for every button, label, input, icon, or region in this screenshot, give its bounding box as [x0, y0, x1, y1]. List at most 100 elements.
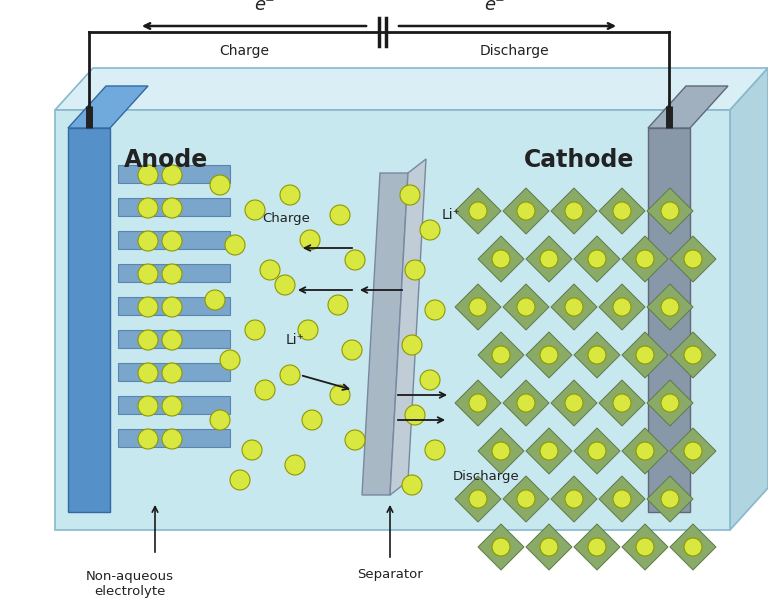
Polygon shape: [622, 236, 668, 282]
Circle shape: [245, 320, 265, 340]
Circle shape: [420, 220, 440, 240]
Polygon shape: [455, 476, 501, 522]
Circle shape: [540, 250, 558, 268]
Circle shape: [425, 440, 445, 460]
Circle shape: [285, 455, 305, 475]
Polygon shape: [648, 86, 728, 128]
Polygon shape: [118, 264, 230, 282]
Circle shape: [220, 350, 240, 370]
Circle shape: [162, 396, 182, 416]
Text: Li⁺: Li⁺: [442, 208, 461, 222]
Polygon shape: [599, 188, 645, 234]
Circle shape: [242, 440, 262, 460]
Circle shape: [469, 202, 487, 220]
Circle shape: [588, 538, 606, 556]
Circle shape: [300, 230, 320, 250]
Circle shape: [613, 394, 631, 412]
Circle shape: [302, 410, 322, 430]
Circle shape: [517, 298, 535, 316]
Polygon shape: [647, 188, 693, 234]
Circle shape: [661, 298, 679, 316]
Circle shape: [540, 346, 558, 364]
Circle shape: [517, 202, 535, 220]
Polygon shape: [118, 330, 230, 348]
Text: Discharge: Discharge: [453, 470, 520, 483]
Polygon shape: [118, 363, 230, 381]
Polygon shape: [551, 476, 597, 522]
Polygon shape: [455, 284, 501, 330]
Circle shape: [210, 410, 230, 430]
Circle shape: [162, 165, 182, 185]
Text: Charge: Charge: [219, 44, 269, 58]
Polygon shape: [526, 428, 572, 474]
Circle shape: [230, 470, 250, 490]
Polygon shape: [362, 173, 408, 495]
Text: Charge: Charge: [262, 212, 310, 225]
Polygon shape: [551, 380, 597, 426]
Circle shape: [565, 394, 583, 412]
Circle shape: [162, 264, 182, 284]
Circle shape: [540, 442, 558, 460]
Circle shape: [588, 346, 606, 364]
Circle shape: [405, 260, 425, 280]
Polygon shape: [118, 198, 230, 216]
Polygon shape: [574, 428, 620, 474]
Polygon shape: [55, 68, 768, 110]
Polygon shape: [118, 396, 230, 414]
Circle shape: [138, 297, 158, 317]
Circle shape: [162, 429, 182, 449]
Circle shape: [210, 175, 230, 195]
Circle shape: [138, 198, 158, 218]
Circle shape: [469, 298, 487, 316]
Circle shape: [613, 202, 631, 220]
Text: e⁻: e⁻: [253, 0, 274, 14]
Circle shape: [425, 300, 445, 320]
Text: Separator: Separator: [357, 568, 423, 581]
Text: Discharge: Discharge: [479, 44, 549, 58]
Circle shape: [492, 442, 510, 460]
Circle shape: [565, 202, 583, 220]
Circle shape: [280, 365, 300, 385]
Circle shape: [565, 490, 583, 508]
Circle shape: [636, 346, 654, 364]
Polygon shape: [622, 524, 668, 570]
Circle shape: [661, 202, 679, 220]
Text: Li⁺: Li⁺: [286, 333, 304, 347]
Circle shape: [138, 264, 158, 284]
Circle shape: [684, 346, 702, 364]
Circle shape: [517, 490, 535, 508]
Circle shape: [138, 165, 158, 185]
Circle shape: [162, 231, 182, 251]
Circle shape: [661, 394, 679, 412]
Polygon shape: [670, 524, 716, 570]
Polygon shape: [647, 380, 693, 426]
Polygon shape: [622, 428, 668, 474]
Circle shape: [402, 335, 422, 355]
Circle shape: [162, 198, 182, 218]
Circle shape: [684, 442, 702, 460]
Circle shape: [469, 394, 487, 412]
Polygon shape: [574, 524, 620, 570]
Circle shape: [225, 235, 245, 255]
Circle shape: [138, 330, 158, 350]
Polygon shape: [118, 165, 230, 183]
Circle shape: [492, 250, 510, 268]
Polygon shape: [526, 332, 572, 378]
Circle shape: [275, 275, 295, 295]
Circle shape: [636, 250, 654, 268]
Text: Cathode: Cathode: [524, 148, 634, 172]
Circle shape: [342, 340, 362, 360]
Polygon shape: [670, 236, 716, 282]
Polygon shape: [455, 188, 501, 234]
Polygon shape: [551, 284, 597, 330]
Polygon shape: [455, 380, 501, 426]
Circle shape: [205, 290, 225, 310]
Circle shape: [138, 396, 158, 416]
Polygon shape: [526, 236, 572, 282]
Circle shape: [588, 250, 606, 268]
Polygon shape: [622, 332, 668, 378]
Circle shape: [613, 298, 631, 316]
Circle shape: [613, 490, 631, 508]
Polygon shape: [478, 524, 524, 570]
Polygon shape: [118, 429, 230, 447]
